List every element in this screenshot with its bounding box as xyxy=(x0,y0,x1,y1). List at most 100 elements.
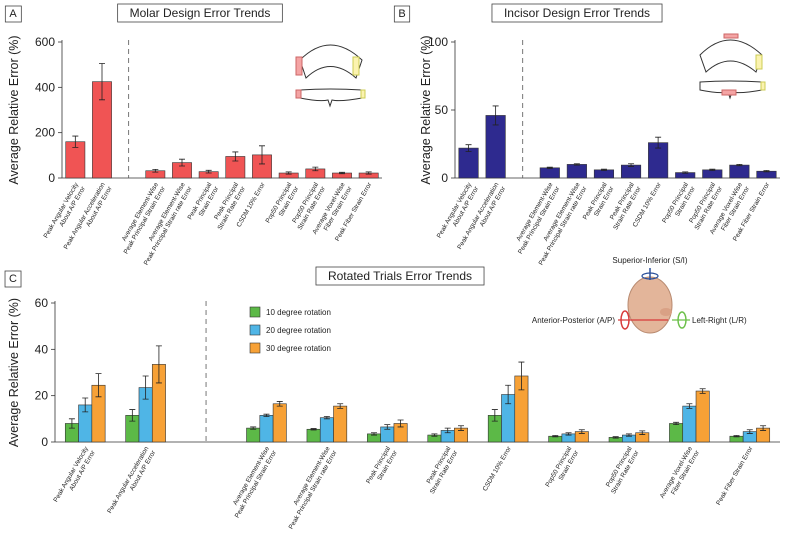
y-tick-label: 400 xyxy=(35,80,55,94)
legend-label: 30 degree rotation xyxy=(266,344,331,353)
bar xyxy=(729,164,750,179)
error-bar xyxy=(491,409,498,422)
error-bar xyxy=(612,436,619,439)
molar-diagram xyxy=(295,44,366,108)
bar xyxy=(458,147,479,179)
error-bar xyxy=(142,375,149,400)
error-bar xyxy=(152,168,159,173)
bar xyxy=(539,167,560,179)
chart-title: Incisor Design Error Trends xyxy=(504,6,650,20)
legend-label: 10 degree rotation xyxy=(266,308,331,317)
error-bar xyxy=(746,429,753,434)
error-bar xyxy=(552,435,559,438)
error-bar xyxy=(625,433,632,437)
error-bar xyxy=(458,425,464,431)
error-bar xyxy=(365,171,372,175)
error-bar xyxy=(323,416,330,420)
error-bar xyxy=(444,427,451,434)
panel-label: C xyxy=(9,273,17,285)
error-bar xyxy=(129,409,136,422)
bar xyxy=(566,164,587,179)
bar xyxy=(695,390,710,443)
chart-title: Molar Design Error Trends xyxy=(130,6,271,20)
error-bar xyxy=(465,144,472,152)
bar xyxy=(682,405,697,443)
panel-label: B xyxy=(398,8,405,20)
y-tick-label: 20 xyxy=(35,389,49,403)
bar xyxy=(319,417,334,443)
error-bar xyxy=(546,166,553,169)
error-bar xyxy=(699,388,706,394)
bar xyxy=(333,405,348,443)
x-tick-label-line: Peak Fiber Strain Error xyxy=(715,445,755,507)
error-bar xyxy=(179,158,185,167)
error-bar xyxy=(431,433,438,437)
bar xyxy=(702,169,723,179)
y-tick-label: 50 xyxy=(435,103,449,117)
title-box xyxy=(393,5,411,23)
bar xyxy=(593,169,615,179)
error-bar xyxy=(285,171,292,175)
error-bar xyxy=(600,168,607,171)
error-bar xyxy=(384,424,391,430)
legend-label: 20 degree rotation xyxy=(266,326,331,335)
error-bar xyxy=(655,136,662,149)
title-box xyxy=(117,3,283,23)
error-bar xyxy=(573,163,580,166)
x-tick-label-line: Peak Principal Strain rate Error xyxy=(288,449,339,531)
title-box xyxy=(4,270,22,288)
error-bar xyxy=(68,418,75,429)
error-bar xyxy=(250,426,257,430)
error-bar xyxy=(310,428,317,431)
annotation: Anterior-Posterior (A/P) xyxy=(532,316,615,325)
error-bar xyxy=(339,171,345,175)
error-bar xyxy=(276,401,283,407)
y-tick-label: 100 xyxy=(428,35,448,49)
x-tick-label: Peak Fiber Strain Error xyxy=(715,445,755,507)
error-bar xyxy=(628,163,635,167)
error-bar xyxy=(232,151,239,162)
legend-swatch xyxy=(249,324,261,336)
error-bar xyxy=(673,421,680,426)
error-bar xyxy=(578,429,585,434)
error-bar xyxy=(763,170,770,173)
chart-title: Rotated Trials Error Trends xyxy=(328,269,472,283)
error-bar xyxy=(155,345,162,384)
error-bar xyxy=(682,171,689,174)
head-diagram xyxy=(618,268,690,334)
error-bar xyxy=(263,413,270,417)
annotation: Left-Right (L/R) xyxy=(692,316,747,325)
legend-swatch xyxy=(249,342,261,354)
error-bar xyxy=(99,63,105,101)
error-bar xyxy=(760,425,767,431)
bar xyxy=(620,164,642,179)
bar xyxy=(669,423,684,443)
error-bar xyxy=(397,419,404,428)
error-bar xyxy=(82,397,89,413)
error-bar xyxy=(205,169,212,174)
y-tick-label: 200 xyxy=(35,126,55,140)
error-bar xyxy=(518,361,525,391)
x-tick-label-line: Peak Angular Acceleration xyxy=(106,445,150,515)
title-box xyxy=(491,3,663,23)
y-tick-label: 60 xyxy=(35,296,49,310)
error-bar xyxy=(95,373,102,398)
y-tick-label: 600 xyxy=(35,35,55,49)
error-bar xyxy=(72,135,79,148)
error-bar xyxy=(505,384,512,405)
x-tick-label-line: CSDM 10% Error xyxy=(482,445,514,493)
error-bar xyxy=(371,432,377,436)
y-axis-label: Average Relative Error (%) xyxy=(7,298,21,447)
y-tick-label: 0 xyxy=(48,171,55,185)
error-bar xyxy=(492,105,499,126)
error-bar xyxy=(337,403,344,409)
